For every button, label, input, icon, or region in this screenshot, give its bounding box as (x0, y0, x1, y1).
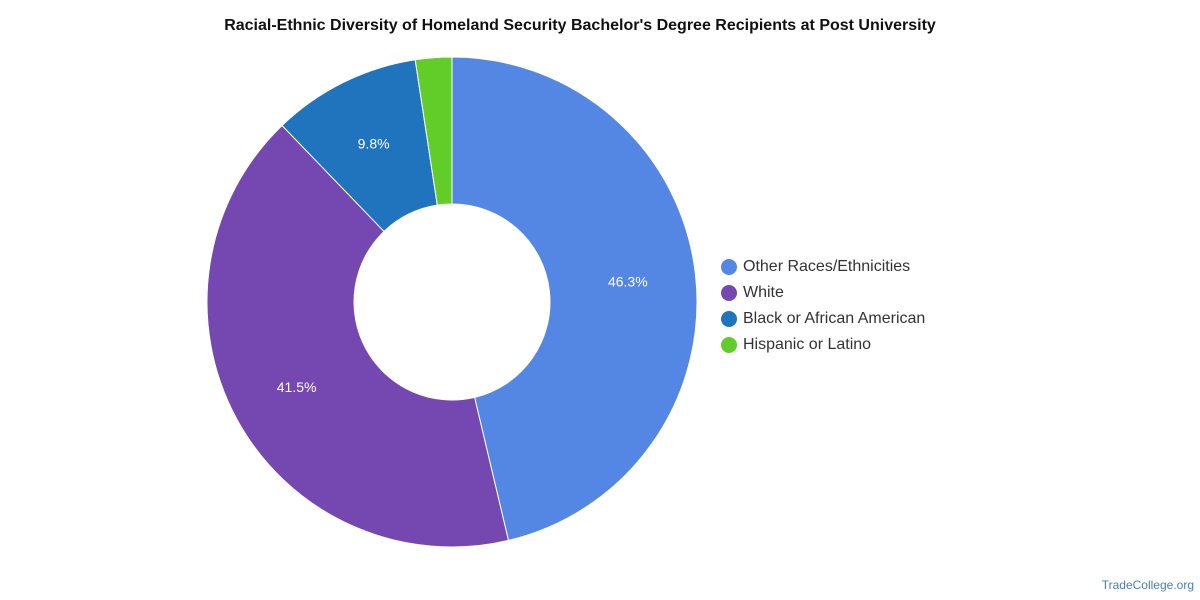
legend-item-black-or-african-american[interactable]: Black or African American (721, 306, 925, 332)
legend-item-other-races-ethnicities[interactable]: Other Races/Ethnicities (721, 254, 925, 280)
slice-white[interactable] (206, 124, 510, 548)
chart-legend: Other Races/Ethnicities White Black or Afr… (721, 254, 925, 358)
legend-item-white[interactable]: White (721, 280, 925, 306)
legend-label: White (743, 284, 784, 301)
chart-title: Racial-Ethnic Diversity of Homeland Secu… (224, 17, 936, 34)
legend-dot-icon (721, 337, 737, 353)
data-label-black-or-african-american: 9.8% (358, 135, 390, 151)
slice-other-races-ethnicities[interactable] (451, 56, 698, 542)
source-link[interactable]: TradeCollege.org (1101, 578, 1194, 592)
legend-dot-icon (721, 311, 737, 327)
data-label-other-races-ethnicities: 46.3% (608, 273, 648, 289)
legend-dot-icon (721, 285, 737, 301)
legend-label: Other Races/Ethnicities (743, 258, 911, 275)
legend-label: Hispanic or Latino (743, 336, 872, 353)
legend-item-hispanic-or-latino[interactable]: Hispanic or Latino (721, 332, 925, 358)
slice-hispanic-or-latino[interactable] (414, 56, 453, 206)
legend-label: Black or African American (743, 310, 926, 327)
legend-dot-icon (721, 259, 737, 275)
data-label-white: 41.5% (277, 379, 317, 395)
